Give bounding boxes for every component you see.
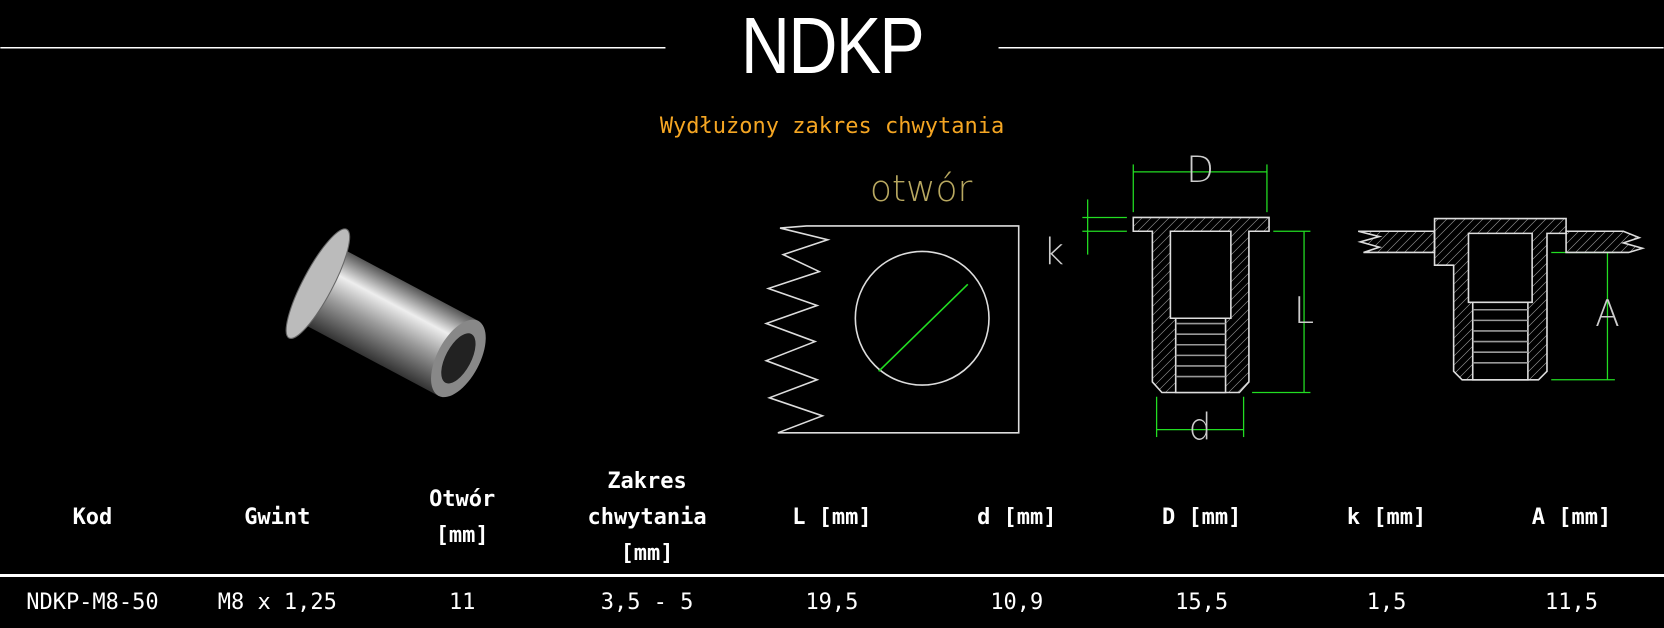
column-header: Zakres chwytania [mm] [554,462,740,577]
table-cell: 10,9 [990,589,1044,615]
column-header: d [mm] [924,462,1110,577]
table-cell: 3,5 - 5 [600,589,694,615]
hole-diagram [763,225,1020,434]
table-cell: 1,5 [1366,589,1407,615]
dimension-lines [1082,164,1615,438]
column-header: A [mm] [1479,462,1664,577]
column-header: k [mm] [1294,462,1479,577]
table-cell: 11,5 [1545,589,1598,615]
column-header: Gwint [184,462,370,577]
table-cell: 11 [448,589,476,615]
spec-table: Kod Gwint Otwór [mm] Zakres chwytania [mm] L… [0,462,1664,627]
table-cell: 19,5 [805,589,859,615]
column-header: D [mm] [1109,462,1295,577]
table-cell: M8 x 1,25 [217,589,337,615]
nut-section [1132,216,1270,394]
table-cell: NDKP-M8-50 [26,589,159,615]
dim-label: D [1186,149,1214,191]
table-row: NDKP-M8-50 M8 x 1,25 11 3,5 - 5 19,5 10,9 15,5… [0,576,1664,628]
dim-label: k [1043,232,1064,274]
page-title: NDKP [740,1,925,90]
column-header: Otwór [mm] [369,462,555,577]
subtitle: Wydłużony zakres chwytania [659,114,1005,139]
column-header: Kod [0,462,185,577]
hole-label: otwór [870,168,973,210]
header-row: Kod Gwint Otwór [mm] Zakres chwytania [mm] L… [0,462,1664,577]
installed-section [1357,217,1646,381]
table-cell: 15,5 [1175,589,1229,615]
column-header: L [mm] [739,462,925,577]
dim-label: d [1189,407,1212,449]
dim-label: A [1595,293,1620,335]
product-photo [285,228,486,398]
table-body: NDKP-M8-50 M8 x 1,25 11 3,5 - 5 19,5 10,9 15,5… [0,576,1664,628]
dim-label: L [1294,290,1314,332]
